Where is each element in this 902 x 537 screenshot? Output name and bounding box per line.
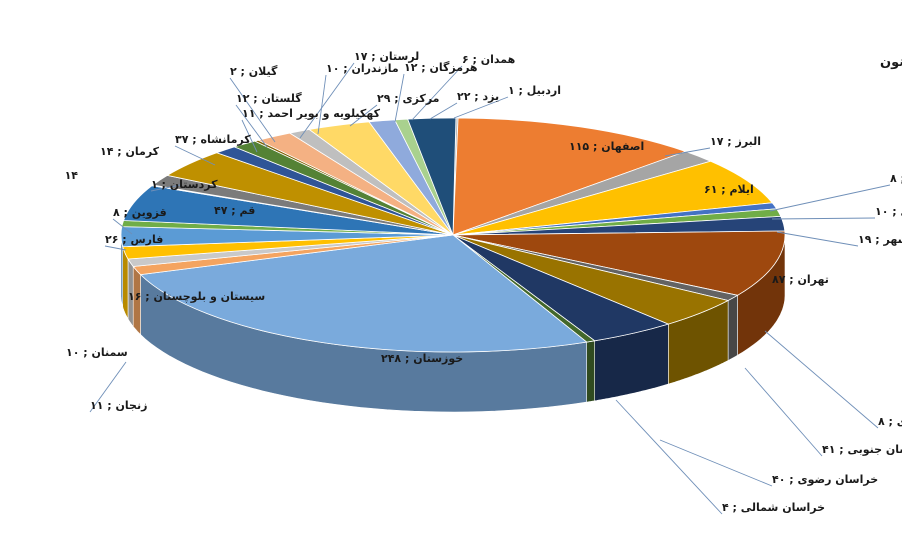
slice-label-23: گلستان ; ۱۲ [236, 92, 302, 105]
slice-label-12: خوزستان ; ۲۴۸ [381, 352, 463, 365]
slice-labels: اردبیل ; ۱ اصفهان ; ۱۱۵ البرز ; ۱۷ ایلام ; … [65, 50, 902, 514]
leader-line-9 [744, 367, 823, 457]
leader-line-27 [349, 104, 378, 127]
leader-line-19 [150, 184, 181, 192]
leader-line-21 [174, 145, 216, 166]
slice-label-22: کهکیلویه و بویر احمد ; ۱۱ [242, 107, 381, 120]
leader-line-22 [241, 119, 258, 153]
slice-label-0: اردبیل ; ۱ [508, 84, 561, 97]
leader-line-28 [394, 73, 405, 123]
slice-label-13: زنجان ; ۱۱ [90, 399, 147, 412]
leader-line-17 [112, 218, 133, 235]
slice-label-15: سیستان و بلوچستان ; ۱۶ [128, 290, 265, 303]
slice-label-14: سمنان ; ۱۰ [66, 346, 128, 359]
slice-label-10: خراسان رضوی ; ۴۰ [772, 473, 878, 486]
chart-title: فراوانی مواکب ثبتی در استانها تاکنون [880, 55, 902, 70]
slice-label-26: مازندران ; ۱۰ [326, 62, 399, 75]
slice-label-9: خراسان جنوبی ; ۴۱ [822, 443, 902, 456]
stray-value-label-0: ۱۴ [65, 169, 79, 182]
leader-line-6 [776, 231, 859, 247]
slice-label-19: کردستان ; ۱ [151, 178, 218, 191]
slice-7 [452, 230, 786, 296]
slice-label-1: اصفهان ; ۱۱۵ [569, 140, 644, 153]
slice-label-3: ایلام ; ۶۱ [704, 183, 754, 196]
slice-label-5: آذربایجان غربی ; ۱۰ [875, 204, 902, 218]
slice-wall-8 [727, 294, 738, 361]
slice-label-18: قم ; ۴۷ [214, 204, 255, 217]
leader-line-25 [299, 62, 355, 139]
slice-label-28: هرمزگان ; ۱۲ [404, 61, 478, 74]
slice-label-16: فارس ; ۲۶ [105, 233, 163, 246]
leader-line-30 [429, 102, 458, 120]
leader-line-5 [771, 217, 876, 220]
leader-line-24 [229, 77, 276, 143]
slice-label-17: قزوین ; ۸ [113, 206, 167, 219]
slice-label-6: بوشهر ; ۱۹ [858, 233, 902, 246]
leader-line-0 [453, 96, 509, 119]
leader-line-4 [769, 184, 891, 212]
slice-label-29: همدان ; ۶ [462, 53, 515, 66]
leader-lines [89, 62, 891, 515]
slice-3 [452, 160, 773, 236]
leader-line-29 [411, 65, 463, 121]
slice-label-8: چهارمحال و بختیاری ; ۸ [878, 415, 902, 428]
leader-line-8 [764, 330, 879, 429]
slice-label-7: تهران ; ۸۷ [772, 273, 829, 286]
slice-label-2: البرز ; ۱۷ [710, 135, 761, 148]
slice-label-30: یزد ; ۲۲ [457, 90, 499, 103]
slice-label-25: لرستان ; ۱۷ [354, 50, 419, 63]
leader-line-2 [664, 147, 711, 157]
leader-line-26 [317, 74, 327, 135]
slice-wall-11 [586, 340, 595, 403]
leader-line-23 [235, 104, 268, 148]
slice-label-20: کرمان ; ۱۴ [100, 145, 160, 158]
slice-label-11: خراسان شمالی ; ۴ [722, 501, 825, 514]
slice-1 [452, 117, 687, 236]
slice-label-4: آذربایجان شرقی ; ۸ [890, 171, 902, 185]
slice-label-27: مرکزی ; ۲۹ [377, 92, 439, 105]
leader-line-11 [615, 399, 723, 515]
leader-line-13 [89, 361, 127, 413]
leader-line-10 [659, 439, 773, 487]
slice-label-24: گیلان ; ۲ [230, 65, 278, 78]
leader-line-16 [104, 245, 127, 251]
pie-slices [120, 117, 786, 353]
slice-12 [139, 234, 588, 353]
slice-label-21: کرمانشاه ; ۳۷ [175, 133, 251, 146]
